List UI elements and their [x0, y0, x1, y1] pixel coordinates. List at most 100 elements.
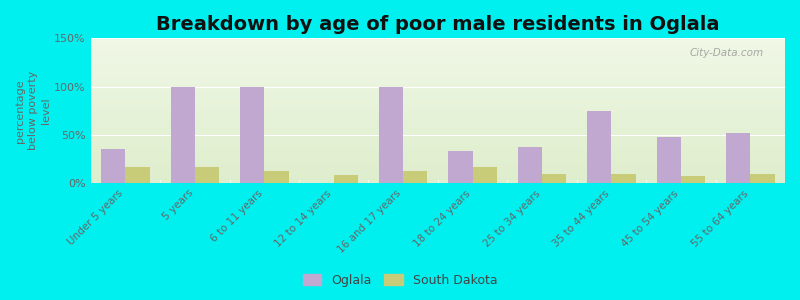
- Bar: [264, 171, 289, 183]
- Bar: [90, 47, 785, 49]
- Bar: [90, 165, 785, 167]
- Bar: [90, 178, 785, 179]
- Bar: [518, 146, 542, 183]
- Bar: [90, 41, 785, 42]
- Bar: [90, 116, 785, 118]
- Bar: [90, 171, 785, 172]
- Bar: [473, 167, 497, 183]
- Bar: [90, 121, 785, 122]
- Bar: [90, 52, 785, 54]
- Bar: [90, 96, 785, 97]
- Bar: [90, 170, 785, 172]
- Bar: [90, 84, 785, 86]
- Bar: [90, 124, 785, 125]
- Bar: [90, 107, 785, 109]
- Bar: [90, 71, 785, 72]
- Bar: [90, 163, 785, 164]
- Bar: [90, 138, 785, 140]
- Bar: [90, 97, 785, 98]
- Bar: [403, 171, 427, 183]
- Bar: [750, 174, 774, 183]
- Bar: [101, 149, 126, 183]
- Bar: [90, 60, 785, 61]
- Bar: [90, 46, 785, 47]
- Bar: [90, 54, 785, 56]
- Bar: [90, 155, 785, 156]
- Bar: [90, 80, 785, 82]
- Bar: [90, 86, 785, 88]
- Bar: [90, 139, 785, 141]
- Bar: [90, 94, 785, 95]
- Bar: [90, 151, 785, 152]
- Bar: [90, 110, 785, 112]
- Bar: [90, 160, 785, 162]
- Bar: [90, 90, 785, 92]
- Bar: [90, 157, 785, 158]
- Bar: [90, 160, 785, 161]
- Bar: [90, 126, 785, 127]
- Bar: [90, 58, 785, 60]
- Bar: [90, 82, 785, 84]
- Bar: [240, 87, 264, 183]
- Bar: [90, 172, 785, 174]
- Bar: [611, 174, 636, 183]
- Bar: [90, 76, 785, 78]
- Bar: [90, 158, 785, 159]
- Bar: [90, 159, 785, 160]
- Bar: [90, 181, 785, 182]
- Bar: [90, 42, 785, 43]
- Bar: [90, 134, 785, 136]
- Bar: [90, 131, 785, 133]
- Bar: [90, 63, 785, 64]
- Bar: [90, 180, 785, 181]
- Bar: [90, 136, 785, 138]
- Bar: [90, 117, 785, 118]
- Bar: [126, 167, 150, 183]
- Bar: [726, 133, 750, 183]
- Bar: [90, 146, 785, 148]
- Bar: [90, 141, 785, 143]
- Bar: [90, 125, 785, 126]
- Bar: [90, 49, 785, 50]
- Bar: [90, 56, 785, 58]
- Bar: [90, 164, 785, 166]
- Bar: [170, 87, 195, 183]
- Bar: [90, 100, 785, 101]
- Bar: [90, 154, 785, 155]
- Bar: [90, 130, 785, 132]
- Bar: [90, 114, 785, 116]
- Bar: [90, 95, 785, 96]
- Bar: [90, 153, 785, 154]
- Bar: [90, 177, 785, 178]
- Bar: [90, 59, 785, 61]
- Bar: [90, 106, 785, 108]
- Bar: [90, 98, 785, 99]
- Bar: [90, 143, 785, 145]
- Bar: [90, 102, 785, 103]
- Bar: [90, 89, 785, 91]
- Bar: [334, 175, 358, 183]
- Bar: [90, 133, 785, 134]
- Bar: [90, 137, 785, 139]
- Bar: [90, 46, 785, 48]
- Bar: [90, 156, 785, 157]
- Bar: [90, 75, 785, 76]
- Bar: [90, 103, 785, 105]
- Bar: [681, 176, 705, 183]
- Bar: [90, 76, 785, 77]
- Bar: [90, 80, 785, 81]
- Bar: [542, 174, 566, 183]
- Bar: [90, 68, 785, 69]
- Bar: [90, 78, 785, 80]
- Bar: [90, 44, 785, 45]
- Bar: [90, 168, 785, 170]
- Bar: [90, 99, 785, 100]
- Bar: [90, 51, 785, 53]
- Bar: [90, 145, 785, 146]
- Bar: [90, 164, 785, 165]
- Bar: [90, 179, 785, 180]
- Bar: [90, 128, 785, 129]
- Bar: [90, 67, 785, 68]
- Bar: [657, 137, 681, 183]
- Bar: [90, 147, 785, 148]
